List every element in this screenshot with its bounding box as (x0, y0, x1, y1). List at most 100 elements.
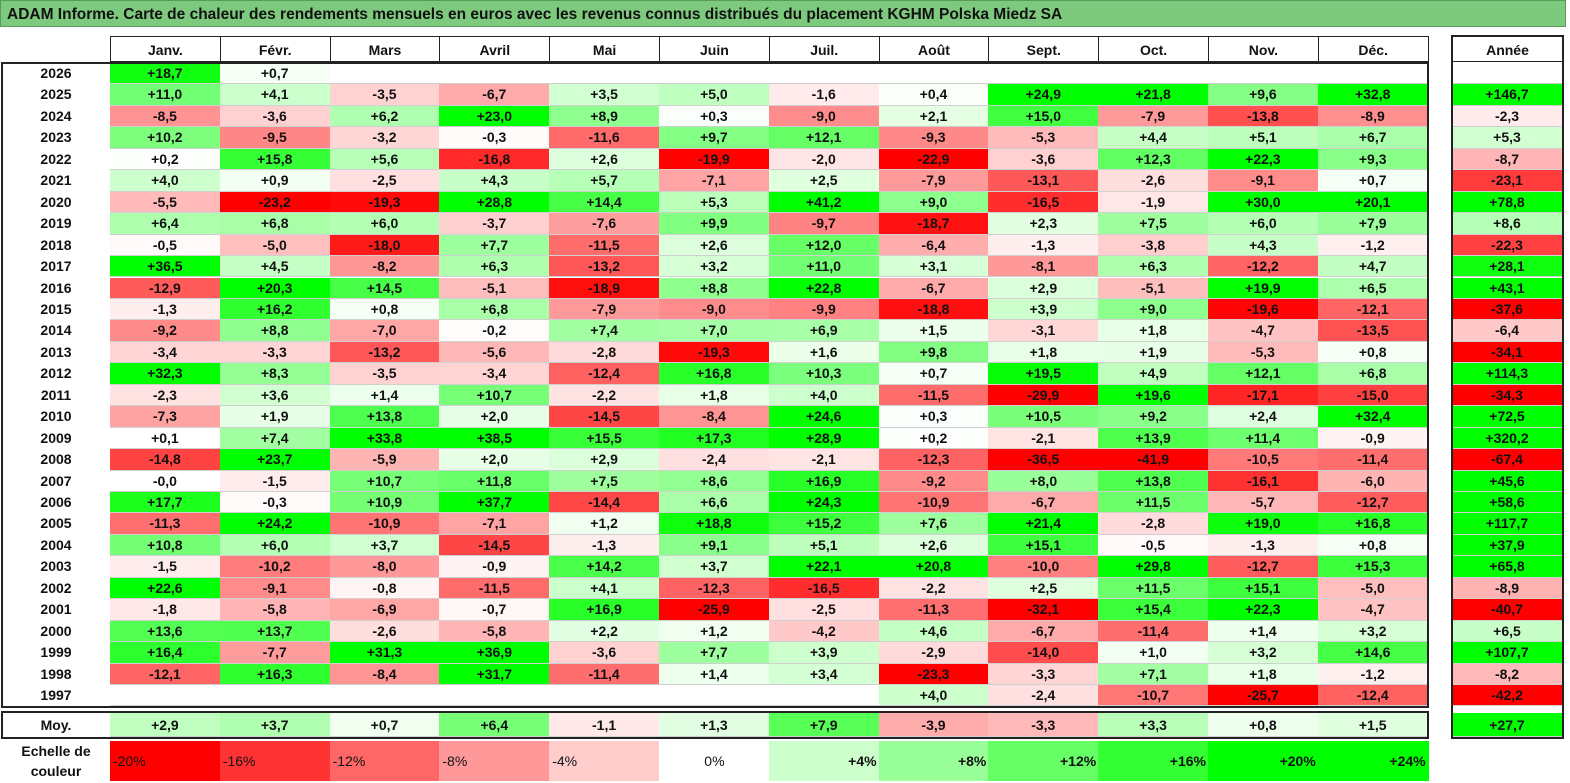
heatmap-cell: -2,2 (878, 577, 990, 600)
heatmap-cell: +13,8 (329, 406, 441, 428)
color-scale-swatch: +24% (1317, 741, 1429, 781)
heatmap-cell: -9,7 (768, 213, 880, 235)
heatmap-cell: -14,8 (110, 449, 221, 471)
heatmap-cell: +6,9 (768, 320, 880, 342)
row-year-label: 2010 (2, 406, 110, 428)
heatmap-cell: +19,6 (1098, 384, 1209, 407)
heatmap-cell: +6,5 (1317, 277, 1429, 299)
heatmap-cell: +3,2 (1208, 642, 1319, 664)
heatmap-cell: +31,7 (439, 663, 551, 686)
month-header: Mars (329, 36, 441, 62)
heatmap-cell: +14,6 (1317, 642, 1429, 664)
heatmap-cell: +22,8 (768, 277, 880, 299)
annual-cell: -2,3 (1452, 105, 1563, 128)
annual-cell: -8,9 (1452, 577, 1563, 600)
heatmap-cell: +10,2 (110, 127, 221, 149)
heatmap-cell: +24,6 (768, 406, 880, 428)
heatmap-cell: +7,5 (1098, 213, 1209, 235)
heatmap-cell: -5,9 (329, 449, 441, 471)
heatmap-cell: +3,4 (768, 663, 880, 686)
heatmap-cell: +13,9 (1098, 427, 1209, 450)
heatmap-cell: +4,6 (878, 620, 990, 643)
row-year-label: 2024 (2, 105, 110, 128)
heatmap-cell (1208, 63, 1319, 85)
heatmap-cell: +6,2 (329, 105, 441, 128)
heatmap-cell: -1,5 (110, 556, 221, 578)
heatmap-cell: -3,3 (219, 341, 331, 364)
heatmap-cell: +4,5 (219, 256, 331, 278)
heatmap-cell: -2,9 (878, 642, 990, 664)
heatmap-cell: +7,4 (219, 427, 331, 450)
heatmap-cell: -15,0 (1317, 384, 1429, 407)
color-scale-swatch: +8% (878, 741, 990, 781)
heatmap-cell: +16,4 (110, 642, 221, 664)
average-cell: +2,9 (110, 712, 221, 737)
heatmap-cell: +1,4 (659, 663, 770, 686)
heatmap-cell: +12,0 (768, 234, 880, 257)
heatmap-cell: +1,4 (1208, 620, 1319, 643)
heatmap-cell: +28,8 (439, 191, 551, 214)
average-cell: +1,3 (659, 712, 770, 737)
heatmap-cell: -2,1 (988, 427, 1100, 450)
heatmap-cell: -0,0 (110, 470, 221, 492)
heatmap-cell: -1,8 (110, 599, 221, 621)
heatmap-cell: +11,5 (1098, 492, 1209, 514)
heatmap-cell: +18,8 (659, 513, 770, 535)
row-year-label: 1999 (2, 642, 110, 664)
heatmap-cell: -3,6 (549, 642, 660, 664)
heatmap-cell: +3,2 (1317, 620, 1429, 643)
annual-cell: -67,4 (1452, 449, 1563, 471)
heatmap-cell: +8,8 (659, 277, 770, 299)
heatmap-cell: -3,1 (988, 320, 1100, 342)
heatmap-cell: -7,9 (878, 170, 990, 192)
heatmap-cell: +13,8 (1098, 470, 1209, 492)
heatmap-cell: +15,0 (988, 105, 1100, 128)
heatmap-cell: +13,7 (219, 620, 331, 643)
heatmap-cell (659, 63, 770, 85)
heatmap-cell: -0,8 (329, 577, 441, 600)
heatmap-cell: +1,5 (878, 320, 990, 342)
heatmap-cell (768, 685, 880, 707)
heatmap-cell: +11,0 (768, 256, 880, 278)
heatmap-cell: +2,6 (659, 234, 770, 257)
average-cell: -3,9 (878, 712, 990, 737)
heatmap-cell: +4,4 (1098, 127, 1209, 149)
row-year-label: 2006 (2, 492, 110, 514)
month-header: Juin (659, 36, 770, 62)
heatmap-cell: -19,3 (329, 191, 441, 214)
heatmap-cell: -3,6 (988, 148, 1100, 171)
row-year-label: 2023 (2, 127, 110, 149)
heatmap-cell: -3,5 (329, 84, 441, 106)
heatmap-cell: +1,8 (1098, 320, 1209, 342)
heatmap-cell: +15,1 (1208, 577, 1319, 600)
heatmap-cell: +36,5 (110, 256, 221, 278)
average-cell: +7,9 (768, 712, 880, 737)
heatmap-cell: -4,7 (1317, 599, 1429, 621)
heatmap-cell: -10,2 (219, 556, 331, 578)
annual-cell: +114,3 (1452, 363, 1563, 385)
heatmap-cell: +4,1 (549, 577, 660, 600)
average-cell: -1,1 (549, 712, 660, 737)
heatmap-cell: -10,0 (988, 556, 1100, 578)
heatmap-cell: +2,4 (1208, 406, 1319, 428)
average-cell: +3,7 (219, 712, 331, 737)
heatmap-cell: +19,0 (1208, 513, 1319, 535)
heatmap-cell: +10,7 (329, 470, 441, 492)
heatmap-cell: +9,2 (1098, 406, 1209, 428)
heatmap-cell (439, 685, 551, 707)
heatmap-cell: -11,5 (549, 234, 660, 257)
heatmap-cell: -1,3 (988, 234, 1100, 257)
heatmap-cell: -5,6 (439, 341, 551, 364)
heatmap-cell: -9,5 (219, 127, 331, 149)
average-cell: +0,7 (329, 712, 441, 737)
heatmap-cell: +22,3 (1208, 148, 1319, 171)
heatmap-cell: +1,6 (768, 341, 880, 364)
heatmap-cell: -18,0 (329, 234, 441, 257)
heatmap-cell: +0,2 (110, 148, 221, 171)
heatmap-cell: +10,3 (768, 363, 880, 385)
row-year-label: 2007 (2, 470, 110, 492)
heatmap-cell: +18,7 (110, 63, 221, 85)
heatmap-cell: +10,9 (329, 492, 441, 514)
heatmap-cell: -19,6 (1208, 298, 1319, 321)
heatmap-cell: -9,2 (110, 320, 221, 342)
